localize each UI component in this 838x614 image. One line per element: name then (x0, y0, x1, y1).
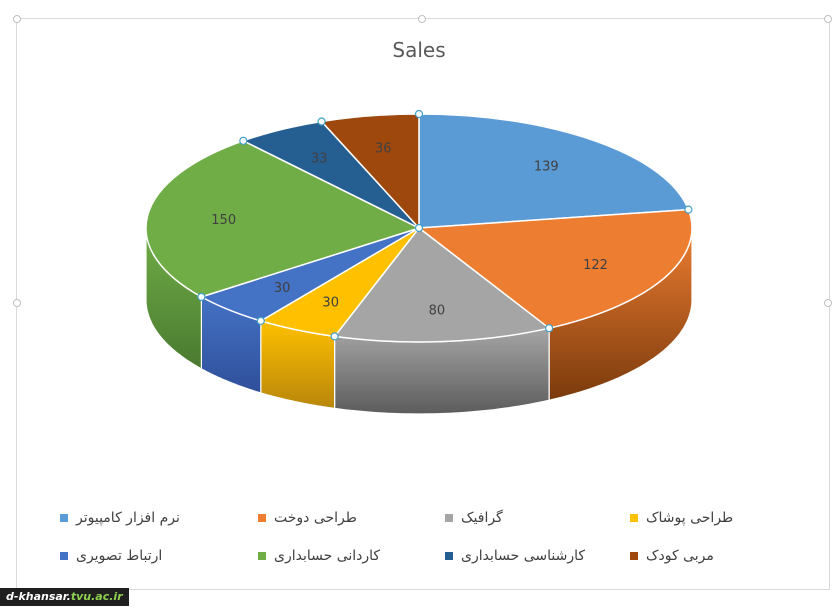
data-label: 139 (534, 160, 559, 175)
legend-label: گرافیک (461, 510, 503, 526)
legend-label: طراحی دوخت (274, 510, 357, 526)
pie-slice-5[interactable] (145, 139, 421, 298)
legend-swatch (445, 514, 453, 522)
slice-handle[interactable] (414, 109, 424, 119)
legend-swatch (258, 552, 266, 560)
slice-handle[interactable] (317, 117, 326, 126)
legend-label: کاردانی حسابداری (274, 548, 381, 564)
legend-label: کارشناسی حسابداری (461, 548, 586, 564)
legend-label: ارتباط تصویری (76, 548, 163, 564)
legend-label: طراحی پوشاک (646, 510, 734, 526)
legend-item[interactable]: گرافیک (445, 510, 503, 526)
legend-item[interactable]: ارتباط تصویری (60, 548, 162, 564)
pie-sides (145, 227, 693, 415)
slice-handle[interactable] (197, 292, 206, 301)
legend-item[interactable]: نرم افزار کامپیوتر (60, 510, 180, 526)
resize-handle[interactable] (418, 15, 426, 23)
pie-slices (145, 113, 693, 343)
legend-item[interactable]: کارشناسی حسابداری (445, 548, 585, 564)
resize-handle[interactable] (824, 299, 832, 307)
legend-swatch (445, 552, 453, 560)
slice-handle[interactable] (330, 332, 339, 341)
center-handle[interactable] (414, 223, 424, 233)
data-label: 80 (429, 304, 446, 319)
pie-slice-1[interactable] (416, 208, 693, 330)
legend-item[interactable]: طراحی دوخت (258, 510, 357, 526)
data-label: 30 (322, 295, 339, 310)
data-label: 36 (375, 141, 392, 156)
slice-handle[interactable] (684, 205, 693, 214)
data-label: 33 (311, 151, 328, 166)
watermark-accent: tvu.ac.ir (70, 590, 123, 603)
watermark-prefix: d-khansar. (6, 590, 71, 603)
legend-label: مربی کودک (646, 548, 714, 564)
legend-swatch (258, 514, 266, 522)
legend-swatch (60, 552, 68, 560)
resize-handle[interactable] (824, 15, 832, 23)
resize-handle[interactable] (13, 15, 21, 23)
data-labels: 139 122 80 30 30 150 33 36 (211, 141, 608, 318)
slice-handle[interactable] (256, 316, 265, 325)
slice-handle[interactable] (544, 324, 554, 333)
data-label: 150 (211, 213, 236, 228)
legend-swatch (60, 514, 68, 522)
pie-slice-0[interactable] (418, 113, 690, 229)
pie-slice-2[interactable] (333, 226, 551, 343)
chart-title: Sales (392, 38, 446, 62)
site-watermark: d-khansar.tvu.ac.ir (0, 588, 129, 606)
legend-swatch (630, 552, 638, 560)
slice-handle[interactable] (239, 136, 248, 145)
data-label: 30 (274, 281, 291, 296)
slice-handles (197, 109, 693, 341)
data-label: 122 (583, 258, 608, 273)
legend-swatch (630, 514, 638, 522)
legend-item[interactable]: طراحی پوشاک (630, 510, 733, 526)
resize-handle[interactable] (13, 299, 21, 307)
legend-item[interactable]: کاردانی حسابداری (258, 548, 380, 564)
legend-label: نرم افزار کامپیوتر (76, 510, 180, 526)
legend-item[interactable]: مربی کودک (630, 548, 714, 564)
